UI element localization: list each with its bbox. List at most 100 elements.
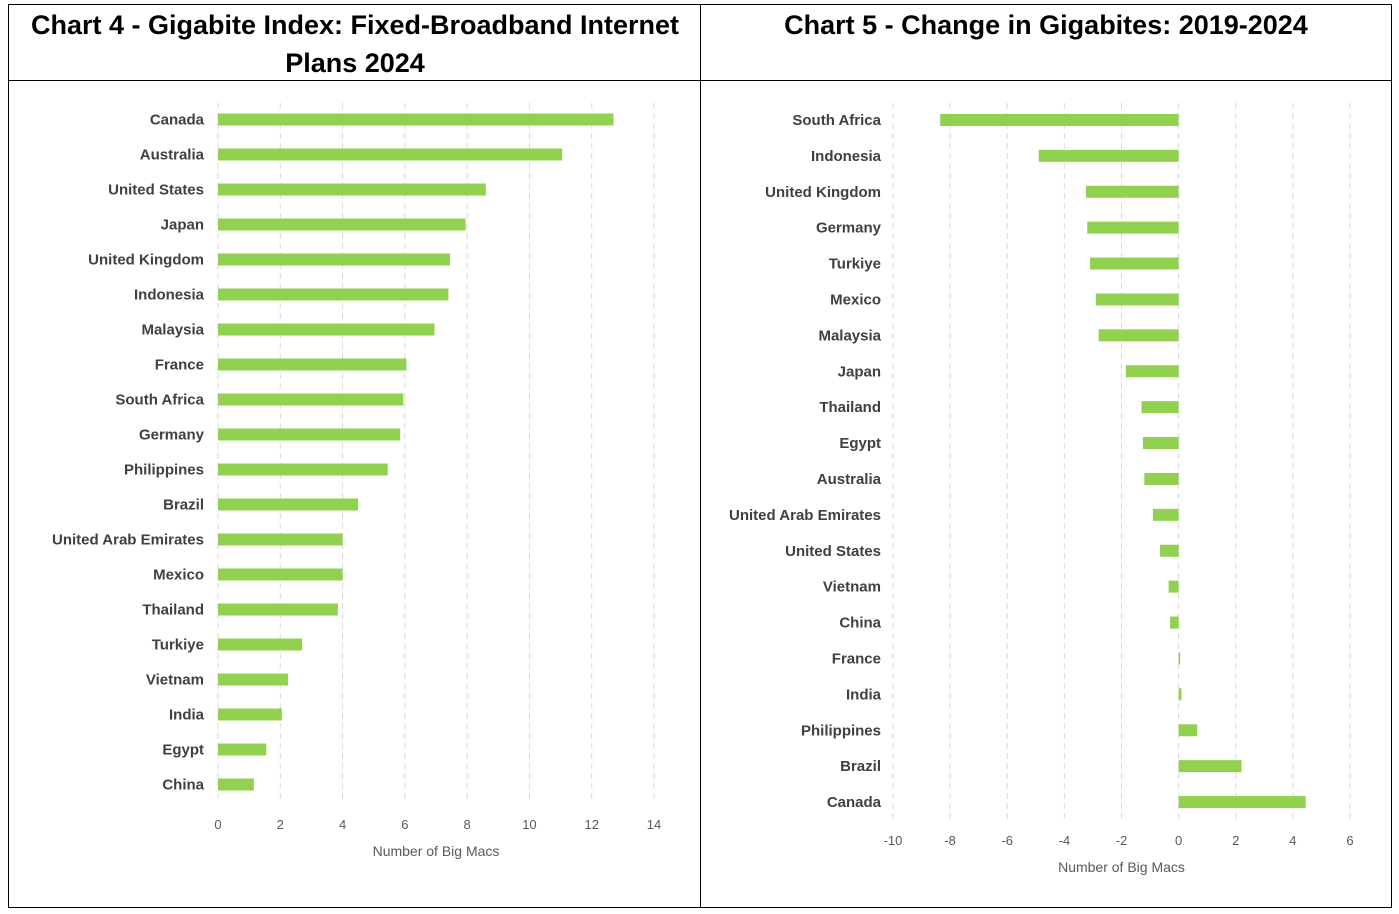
chart4-category-label: South Africa: [115, 392, 204, 409]
chart4-category-label: Brazil: [163, 497, 204, 514]
chart4-bar-india: [218, 708, 282, 721]
chart5-category-label: France: [832, 650, 881, 667]
chart4-category-label: Indonesia: [134, 287, 205, 304]
chart4-category-label: Mexico: [153, 567, 204, 584]
chart5-bar-turkiye: [1090, 257, 1179, 270]
chart5-category-label: Brazil: [840, 758, 881, 775]
chart4-category-label: France: [155, 357, 204, 374]
chart5-category-label: Turkiye: [829, 256, 881, 273]
chart-4-title: Chart 4 - Gigabite Index: Fixed-Broadban…: [30, 10, 680, 78]
chart5-tick-label: -8: [944, 833, 956, 848]
chart5-bar-south-africa: [940, 113, 1179, 126]
chart5-tick-label: 6: [1346, 833, 1353, 848]
chart4-bar-indonesia: [218, 288, 449, 301]
chart5-bar-australia: [1144, 472, 1179, 485]
chart4-bar-turkiye: [218, 638, 303, 651]
chart5-bar-india: [1178, 688, 1182, 701]
chart4-bar-united-arab-emirates: [218, 533, 343, 546]
chart4-category-label: Vietnam: [146, 672, 204, 689]
chart4-bar-china: [218, 778, 254, 791]
chart5-bar-vietnam: [1168, 580, 1179, 593]
chart4-tick-label: 2: [277, 817, 284, 832]
chart4-tick-label: 8: [464, 817, 471, 832]
chart5-bar-canada: [1178, 796, 1306, 809]
chart5-category-label: Malaysia: [818, 327, 881, 344]
chart5-tick-label: -4: [1059, 833, 1071, 848]
chart4-category-label: Japan: [161, 217, 204, 234]
chart4-category-label: United States: [108, 182, 204, 199]
chart5-category-label: Egypt: [839, 435, 881, 452]
chart5-category-label: Canada: [827, 794, 882, 811]
chart5-category-label: Germany: [816, 220, 882, 237]
chart5-tick-label: -2: [1116, 833, 1128, 848]
chart4-x-axis-title: Number of Big Macs: [373, 843, 500, 859]
chart5-tick-label: 2: [1232, 833, 1239, 848]
chart5-bar-thailand: [1141, 401, 1179, 414]
chart5-tick-label: 0: [1175, 833, 1182, 848]
chart-5-title: Chart 5 - Change in Gigabites: 2019-2024: [784, 10, 1308, 40]
chart5-category-label: Mexico: [830, 291, 881, 308]
chart5-bar-malaysia: [1098, 329, 1179, 342]
chart5-bar-germany: [1087, 221, 1179, 234]
chart5-bar-china: [1170, 616, 1179, 629]
chart5-bar-egypt: [1142, 437, 1179, 450]
title-divider: [8, 80, 1392, 81]
chart5-bar-mexico: [1095, 293, 1179, 306]
chart4-bar-france: [218, 358, 407, 371]
chart4-bar-mexico: [218, 568, 343, 581]
chart4-tick-label: 12: [584, 817, 598, 832]
chart4-category-label: Philippines: [124, 462, 204, 479]
chart4-bar-brazil: [218, 498, 359, 511]
chart4-bar-germany: [218, 428, 401, 441]
chart5-bar-indonesia: [1038, 149, 1179, 162]
chart4-category-label: United Kingdom: [88, 252, 204, 269]
chart4-category-label: Australia: [140, 147, 205, 164]
chart5-bar-japan: [1125, 365, 1179, 378]
chart4-bar-united-kingdom: [218, 253, 451, 266]
chart5-category-label: United Arab Emirates: [729, 507, 881, 524]
chart5-category-label: China: [839, 615, 881, 632]
chart4-category-label: Malaysia: [141, 322, 204, 339]
chart4-tick-label: 10: [522, 817, 536, 832]
chart4-bar-japan: [218, 218, 466, 231]
chart5-category-label: Japan: [838, 363, 881, 380]
chart5-tick-label: -10: [884, 833, 903, 848]
chart5-category-label: Vietnam: [823, 579, 881, 596]
chart4-category-label: Thailand: [142, 602, 204, 619]
chart5-category-label: United Kingdom: [765, 184, 881, 201]
panel-divider: [700, 4, 701, 908]
chart4-category-label: India: [169, 707, 205, 724]
chart4-category-label: Turkiye: [152, 637, 204, 654]
chart4-bar-canada: [218, 113, 614, 126]
chart5-category-label: Australia: [817, 471, 882, 488]
chart5-category-label: South Africa: [792, 112, 881, 129]
chart4-bar-philippines: [218, 463, 388, 476]
chart5-bar-united-kingdom: [1085, 185, 1179, 198]
chart5-tick-label: -6: [1001, 833, 1013, 848]
chart4-bar-thailand: [218, 603, 338, 616]
chart4-tick-label: 14: [647, 817, 661, 832]
chart5-bar-philippines: [1178, 724, 1198, 737]
chart5-x-axis-title: Number of Big Macs: [1058, 859, 1185, 875]
chart4-tick-label: 6: [401, 817, 408, 832]
chart5-category-label: Philippines: [801, 722, 881, 739]
chart4-tick-label: 4: [339, 817, 346, 832]
chart4-category-label: Egypt: [162, 742, 204, 759]
chart5-category-label: United States: [785, 543, 881, 560]
chart4-bar-malaysia: [218, 323, 435, 336]
chart4-bar-australia: [218, 148, 563, 161]
chart4-category-label: United Arab Emirates: [52, 532, 204, 549]
chart4-bar-south-africa: [218, 393, 404, 406]
chart4-category-label: Canada: [150, 112, 205, 129]
chart5-bar-united-arab-emirates: [1152, 508, 1179, 521]
chart5-category-label: Indonesia: [811, 148, 882, 165]
chart4-bar-vietnam: [218, 673, 289, 686]
chart5-category-label: Thailand: [819, 399, 881, 416]
chart4-category-label: Germany: [139, 427, 205, 444]
chart4-category-label: China: [162, 777, 204, 794]
chart5-bar-france: [1178, 652, 1181, 665]
chart5-bar-brazil: [1178, 760, 1242, 773]
chart4-bar-united-states: [218, 183, 486, 196]
chart5-bar-united-states: [1160, 544, 1179, 557]
